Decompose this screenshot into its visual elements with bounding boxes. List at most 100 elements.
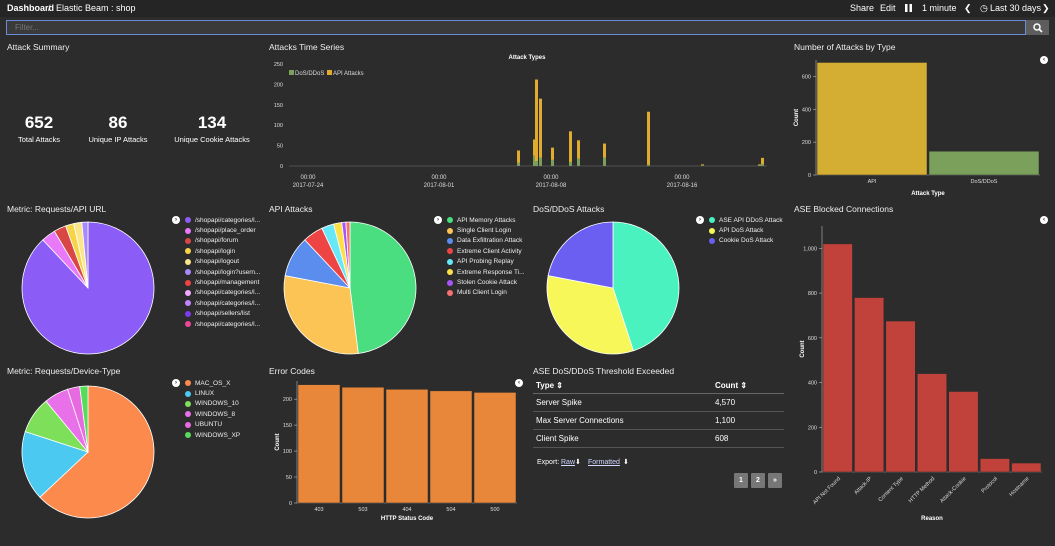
share-button[interactable]: Share: [850, 3, 875, 13]
bar[interactable]: [854, 297, 885, 473]
legend-item[interactable]: Single Client Login: [447, 225, 525, 235]
download-icon[interactable]: ⬇: [623, 459, 629, 466]
legend-item[interactable]: Extreme Client Activity: [447, 246, 525, 256]
bar[interactable]: [885, 320, 916, 473]
bar-dos[interactable]: [569, 161, 572, 166]
legend-item[interactable]: /shopapi/management: [185, 277, 260, 287]
bar[interactable]: [979, 458, 1010, 473]
legend-item[interactable]: API DoS Attack: [709, 225, 783, 235]
legend-item[interactable]: Extreme Response Ti...: [447, 267, 525, 277]
export-formatted-link[interactable]: Formatted: [588, 459, 620, 466]
bar-api[interactable]: [577, 140, 580, 159]
bar[interactable]: [822, 243, 853, 473]
bar-dos[interactable]: [517, 162, 520, 166]
bar[interactable]: [473, 392, 517, 504]
legend-toggle-icon[interactable]: ›: [434, 216, 442, 224]
bar-api[interactable]: [701, 164, 704, 166]
bar-api[interactable]: [647, 111, 650, 165]
edit-button[interactable]: Edit: [880, 3, 896, 13]
bar-api[interactable]: [569, 131, 572, 162]
legend-item[interactable]: WINDOWS_10: [185, 399, 240, 409]
chevron-right-icon[interactable]: ❯: [1042, 3, 1050, 13]
legend-item[interactable]: /shopapi/place_order: [185, 225, 260, 235]
pagination-next[interactable]: »: [768, 473, 782, 488]
legend-toggle-icon[interactable]: ‹: [1040, 216, 1048, 224]
legend-item[interactable]: Data Exfiltration Attack: [447, 236, 525, 246]
pie-slice[interactable]: [283, 275, 359, 355]
pie-slice[interactable]: [345, 221, 351, 289]
bar[interactable]: [948, 391, 979, 473]
bar-dos[interactable]: [535, 161, 538, 166]
bar-dos[interactable]: [551, 159, 554, 166]
legend-item[interactable]: /shopapi/login: [185, 246, 260, 256]
bar-api[interactable]: [551, 147, 554, 160]
pagination-page-2[interactable]: 2: [751, 473, 765, 488]
legend-item[interactable]: WINDOWS_8: [185, 409, 240, 419]
legend-item[interactable]: /shopapi/forum: [185, 236, 260, 246]
bar-dos[interactable]: [603, 157, 606, 166]
legend-item[interactable]: MAC_OS_X: [185, 378, 240, 388]
breadcrumb-dashboard[interactable]: Dashboard: [7, 3, 55, 13]
legend-label-dos[interactable]: DoS/DDoS: [295, 71, 324, 77]
pie-slice[interactable]: [79, 385, 89, 453]
column-header-type[interactable]: Type ⇕: [533, 379, 715, 394]
legend-item[interactable]: API Probing Replay: [447, 257, 525, 267]
bar-dos[interactable]: [701, 165, 704, 166]
bar-api[interactable]: [761, 157, 764, 164]
bar-api[interactable]: [533, 139, 536, 156]
bar[interactable]: [928, 150, 1040, 176]
legend-toggle-icon[interactable]: ‹: [1040, 56, 1048, 64]
pie-slice[interactable]: [81, 221, 89, 289]
pie-slice[interactable]: [39, 385, 155, 519]
bar[interactable]: [816, 62, 928, 176]
bar[interactable]: [917, 373, 947, 473]
column-header-count[interactable]: Count ⇕: [715, 379, 784, 394]
bar-api[interactable]: [539, 98, 542, 158]
bar-dos[interactable]: [577, 158, 580, 166]
pause-icon[interactable]: [905, 4, 912, 14]
pie-slice[interactable]: [612, 221, 680, 352]
bar-api[interactable]: [517, 150, 520, 163]
export-raw-link[interactable]: Raw: [561, 459, 576, 466]
bar-api[interactable]: [758, 164, 761, 166]
legend-item[interactable]: UBUNTU: [185, 420, 240, 430]
legend-item[interactable]: Multi Client Login: [447, 288, 525, 298]
pie-slice[interactable]: [21, 431, 89, 498]
download-icon[interactable]: ⬇: [575, 459, 581, 466]
legend-toggle-icon[interactable]: ‹: [515, 379, 523, 387]
bar[interactable]: [429, 390, 473, 504]
bar-dos[interactable]: [758, 165, 761, 166]
bar-dos[interactable]: [539, 157, 542, 166]
bar-dos[interactable]: [647, 164, 650, 166]
bar[interactable]: [297, 384, 341, 504]
legend-item[interactable]: /shopapi/login?usern...: [185, 267, 260, 277]
legend-item[interactable]: /shopapi/categories/l...: [185, 288, 260, 298]
time-range-button[interactable]: Last 30 days: [990, 3, 1042, 13]
bar-api[interactable]: [603, 143, 606, 158]
bar-api[interactable]: [535, 79, 538, 162]
legend-toggle-icon[interactable]: ›: [172, 216, 180, 224]
pagination-page-1[interactable]: 1: [734, 473, 748, 488]
legend-toggle-icon[interactable]: ›: [696, 216, 704, 224]
bar[interactable]: [385, 389, 429, 504]
legend-toggle-icon[interactable]: ›: [172, 379, 180, 387]
legend-item[interactable]: API Memory Attacks: [447, 215, 525, 225]
legend-item[interactable]: /shopapi/categories/l...: [185, 319, 260, 329]
legend-item[interactable]: /shopapi/categories/l...: [185, 215, 260, 225]
bar[interactable]: [1011, 462, 1042, 473]
pie-slice[interactable]: [349, 221, 417, 354]
legend-item[interactable]: Cookie DoS Attack: [709, 236, 783, 246]
filter-input[interactable]: [6, 20, 1026, 35]
legend-item[interactable]: LINUX: [185, 388, 240, 398]
legend-item[interactable]: ASE API DDoS Attack: [709, 215, 783, 225]
bar[interactable]: [341, 386, 385, 504]
legend-item[interactable]: /shopapi/logout: [185, 257, 260, 267]
bar-dos[interactable]: [761, 163, 764, 166]
legend-item[interactable]: /shopapi/sellers/list: [185, 309, 260, 319]
filter-search-button[interactable]: [1026, 20, 1049, 35]
legend-label-api[interactable]: API Attacks: [333, 71, 364, 77]
bar-dos[interactable]: [533, 155, 536, 166]
legend-item[interactable]: /shopapi/categories/l...: [185, 298, 260, 308]
pie-slice[interactable]: [546, 275, 634, 355]
legend-item[interactable]: Stolen Cookie Attack: [447, 277, 525, 287]
